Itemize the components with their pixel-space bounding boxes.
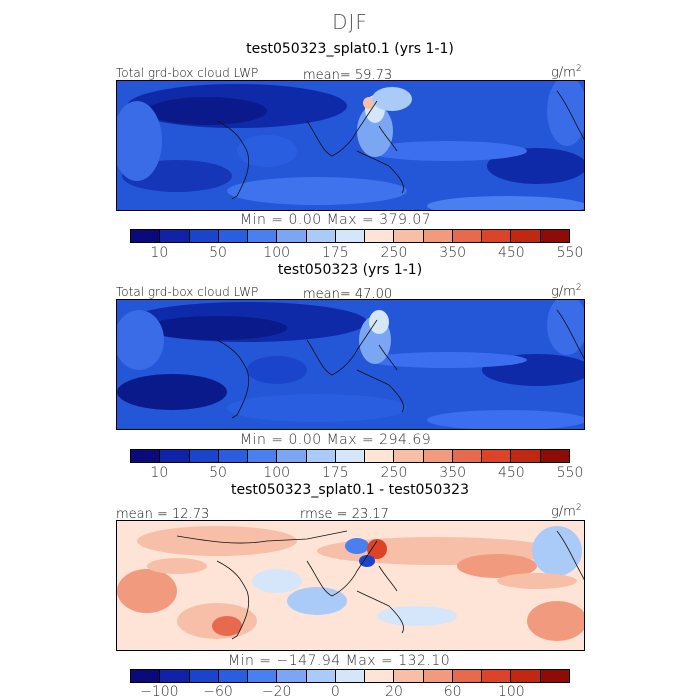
colorbar-swatch: [482, 670, 512, 682]
colorbar-swatch: [218, 670, 249, 682]
colorbar-tick-label: 350: [439, 245, 467, 261]
colorbar-swatch: [160, 450, 190, 462]
colorbar-tick-label: 10: [150, 245, 169, 261]
colorbar-swatch: [131, 670, 161, 682]
colorbar-swatch: [394, 230, 424, 242]
colorbar-swatch: [394, 670, 424, 682]
colorbar-tick-label: −100: [140, 684, 179, 700]
colorbar-tick-label: 250: [380, 245, 408, 261]
panel-1-variable-label: Total grd-box cloud LWP: [116, 66, 259, 80]
panel-2-mean-label: mean= 47.00: [303, 287, 393, 302]
colorbar-tick-label: 450: [497, 245, 525, 261]
colorbar-swatch: [423, 450, 453, 462]
colorbar-swatch: [131, 230, 161, 242]
colorbar-tick-label: 550: [556, 465, 584, 481]
panel-1-map: [116, 80, 585, 211]
panel-2-minmax: Min = 0.00 Max = 294.69: [240, 432, 432, 448]
colorbar-swatch: [218, 230, 249, 242]
panel-2-units: g/m2: [551, 283, 582, 300]
colorbar-tick-label: 100: [263, 465, 291, 481]
panel-1-title: test050323_splat0.1 (yrs 1-1): [246, 41, 454, 57]
colorbar-swatch: [306, 450, 336, 462]
colorbar-swatch: [423, 670, 453, 682]
colorbar-swatch: [335, 670, 366, 682]
colorbar-tick-label: 50: [209, 245, 227, 261]
colorbar-tick-label: −20: [261, 684, 292, 700]
colorbar-swatch: [511, 230, 541, 242]
panel-2-colorbar: [130, 449, 570, 463]
colorbar-swatch: [189, 230, 219, 242]
panel-3-units: g/m2: [551, 503, 582, 520]
panel-3-map: [116, 520, 585, 651]
colorbar-swatch: [511, 450, 541, 462]
colorbar-swatch: [248, 670, 278, 682]
colorbar-swatch: [540, 230, 569, 242]
colorbar-swatch: [482, 230, 512, 242]
panel-1-units: g/m2: [551, 64, 582, 81]
colorbar-tick-label: 60: [443, 684, 462, 700]
panel-2-variable-label: Total grd-box cloud LWP: [116, 285, 259, 299]
colorbar-swatch: [540, 450, 569, 462]
colorbar-tick-label: −60: [203, 684, 233, 700]
panel-1-mean-label: mean= 59.73: [303, 68, 393, 83]
colorbar-swatch: [394, 450, 424, 462]
colorbar-swatch: [482, 450, 512, 462]
panel-2-map: [116, 299, 585, 430]
panel-2-title: test050323 (yrs 1-1): [277, 262, 423, 278]
colorbar-swatch: [365, 670, 395, 682]
panel-1-colorbar: [130, 229, 570, 243]
colorbar-tick-label: 175: [321, 465, 349, 481]
panel-3-map-field: [117, 521, 584, 650]
colorbar-tick-label: 550: [556, 245, 584, 261]
colorbar-tick-label: 100: [497, 684, 525, 700]
colorbar-tick-label: 20: [385, 684, 403, 700]
figure-title: DJF: [332, 10, 368, 34]
colorbar-swatch: [540, 670, 569, 682]
colorbar-tick-label: 450: [497, 465, 525, 481]
panel-3-title: test050323_splat0.1 - test050323: [230, 482, 469, 498]
colorbar-swatch: [306, 670, 336, 682]
colorbar-tick-label: 100: [263, 245, 291, 261]
colorbar-swatch: [365, 230, 395, 242]
panel-3-colorbar: [130, 669, 570, 683]
colorbar-swatch: [131, 450, 161, 462]
colorbar-swatch: [452, 670, 483, 682]
colorbar-swatch: [189, 450, 219, 462]
colorbar-swatch: [160, 230, 190, 242]
panel-3-mean-label: mean = 12.73: [116, 507, 210, 522]
colorbar-tick-label: 0: [330, 684, 340, 700]
colorbar-tick-label: 250: [380, 465, 408, 481]
colorbar-swatch: [218, 450, 249, 462]
colorbar-tick-label: 350: [439, 465, 467, 481]
colorbar-swatch: [511, 670, 541, 682]
colorbar-tick-label: 175: [321, 245, 349, 261]
colorbar-swatch: [248, 450, 278, 462]
panel-3-minmax: Min = −147.94 Max = 132.10: [228, 653, 451, 669]
colorbar-tick-label: 10: [150, 465, 169, 481]
panel-1-map-field: [117, 81, 584, 210]
colorbar-swatch: [248, 230, 278, 242]
colorbar-swatch: [365, 450, 395, 462]
colorbar-swatch: [277, 230, 307, 242]
colorbar-tick-label: 50: [209, 465, 227, 481]
colorbar-swatch: [423, 230, 453, 242]
panel-1-minmax: Min = 0.00 Max = 379.07: [240, 212, 432, 228]
colorbar-swatch: [189, 670, 219, 682]
colorbar-swatch: [277, 670, 307, 682]
panel-3-rmse-label: rmse = 23.17: [300, 507, 389, 522]
colorbar-swatch: [452, 450, 483, 462]
colorbar-swatch: [335, 450, 366, 462]
colorbar-swatch: [335, 230, 366, 242]
panel-2-map-field: [117, 300, 584, 429]
colorbar-swatch: [306, 230, 336, 242]
colorbar-swatch: [160, 670, 190, 682]
colorbar-swatch: [452, 230, 483, 242]
colorbar-swatch: [277, 450, 307, 462]
